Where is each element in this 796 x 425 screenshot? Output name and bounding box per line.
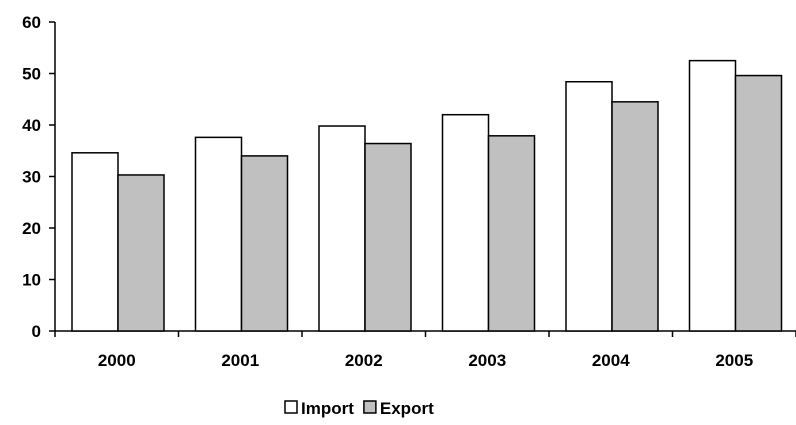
x-tick-label: 2002 [345, 351, 383, 370]
bar-export-2000 [117, 174, 165, 332]
bar-export-2002 [364, 142, 412, 332]
x-tick-label: 2004 [592, 351, 630, 370]
legend-label-export: Export [380, 399, 434, 418]
x-axis: 2000 2001 2002 2003 2004 2005 [54, 330, 796, 370]
x-tick-label: 2001 [221, 351, 259, 370]
bar-export-2005 [734, 74, 783, 332]
y-tick-label: 0 [32, 322, 41, 341]
bar-export-2003 [487, 135, 536, 332]
y-tick-label: 30 [22, 168, 41, 187]
legend-swatch-export [363, 400, 377, 414]
y-axis: 0 10 20 30 40 50 60 [22, 13, 56, 341]
bar-import-2004 [565, 80, 613, 332]
bar-import-2005 [688, 59, 737, 332]
bar-import-2001 [194, 136, 243, 332]
legend-label-import: Import [301, 399, 354, 418]
legend-swatch-import [284, 400, 298, 414]
y-tick-label: 20 [22, 219, 41, 238]
x-tick-label: 2000 [98, 351, 136, 370]
bar-import-2003 [441, 113, 490, 332]
legend: Import Export [284, 399, 434, 418]
y-tick-label: 10 [22, 271, 41, 290]
y-tick-label: 50 [22, 65, 41, 84]
bar-export-2001 [240, 155, 289, 332]
y-tick-label: 60 [22, 13, 41, 32]
y-tick-label: 40 [22, 116, 41, 135]
bar-import-2000 [71, 152, 119, 332]
bars [71, 59, 783, 332]
bar-import-2002 [318, 125, 366, 332]
bar-export-2004 [611, 101, 659, 332]
x-tick-label: 2003 [468, 351, 506, 370]
x-tick-label: 2005 [715, 351, 753, 370]
